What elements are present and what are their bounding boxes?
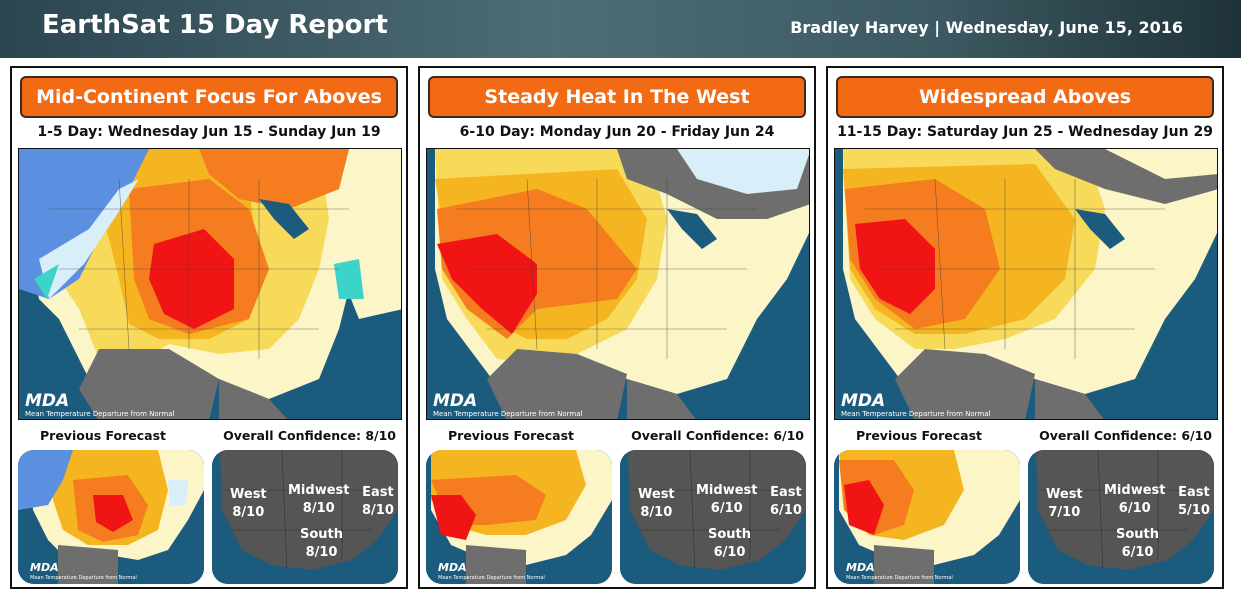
panel-headline: Steady Heat In The West (428, 76, 806, 118)
mda-logo-small: MDA (846, 561, 875, 574)
panel-date-range: 11-15 Day: Saturday Jun 25 - Wednesday J… (837, 124, 1213, 140)
overall-confidence-label: Overall Confidence: 6/10 (1039, 428, 1212, 443)
map-legend-caption: Mean Temperature Departure from Normal (433, 410, 583, 418)
forecast-panel-11-15-day: Widespread Aboves 11-15 Day: Saturday Ju… (826, 66, 1224, 589)
region-south: South 8/10 (300, 527, 344, 560)
region-east: East 6/10 (770, 485, 802, 518)
temperature-anomaly-map[interactable]: MDA Mean Temperature Departure from Norm… (18, 148, 402, 420)
forecast-panel-1-5-day: Mid-Continent Focus For Aboves 1-5 Day: … (10, 66, 408, 589)
overall-confidence-label: Overall Confidence: 8/10 (223, 428, 396, 443)
region-map-graphic (620, 450, 806, 584)
region-midwest: Midwest 6/10 (1104, 483, 1166, 516)
temperature-anomaly-map[interactable]: MDA Mean Temperature Departure from Norm… (834, 148, 1218, 420)
map-legend-caption: Mean Temperature Departure from Normal (841, 410, 991, 418)
map-graphic (835, 149, 1217, 419)
region-south: South 6/10 (1116, 527, 1160, 560)
region-south: South 6/10 (708, 527, 752, 560)
region-west: West 8/10 (230, 487, 267, 520)
region-east: East 8/10 (362, 485, 394, 518)
forecast-panel-6-10-day: Steady Heat In The West 6-10 Day: Monday… (418, 66, 816, 589)
map-legend-caption: Mean Temperature Departure from Normal (25, 410, 175, 418)
previous-forecast-label: Previous Forecast (448, 428, 575, 443)
region-west: West 8/10 (638, 487, 675, 520)
map-legend-caption-small: Mean Temperature Departure from Normal (846, 575, 953, 581)
panel-date-range: 1-5 Day: Wednesday Jun 15 - Sunday Jun 1… (37, 124, 381, 140)
map-legend-caption-small: Mean Temperature Departure from Normal (438, 575, 545, 581)
mda-logo: MDA (841, 391, 886, 411)
previous-map-graphic (834, 450, 1020, 584)
report-header: EarthSat 15 Day Report Bradley Harvey | … (0, 0, 1241, 58)
mda-logo-small: MDA (438, 561, 467, 574)
panel-date-range: 6-10 Day: Monday Jun 20 - Friday Jun 24 (459, 124, 775, 140)
previous-forecast-map[interactable]: MDA Mean Temperature Departure from Norm… (18, 450, 204, 584)
previous-forecast-map[interactable]: MDA Mean Temperature Departure from Norm… (834, 450, 1020, 584)
panel-headline: Mid-Continent Focus For Aboves (20, 76, 398, 118)
previous-map-graphic (426, 450, 612, 584)
confidence-region-map[interactable]: West 7/10 Midwest 6/10 East 5/10 South 6/10 (1028, 450, 1214, 584)
temperature-anomaly-map[interactable]: MDA Mean Temperature Departure from Norm… (426, 148, 810, 420)
overall-confidence-label: Overall Confidence: 6/10 (631, 428, 804, 443)
mda-logo: MDA (433, 391, 478, 411)
map-graphic (19, 149, 401, 419)
previous-forecast-map[interactable]: MDA Mean Temperature Departure from Norm… (426, 450, 612, 584)
panel-headline: Widespread Aboves (836, 76, 1214, 118)
report-title: EarthSat 15 Day Report (42, 10, 388, 40)
region-west: West 7/10 (1046, 487, 1083, 520)
map-graphic (427, 149, 809, 419)
confidence-region-map[interactable]: West 8/10 Midwest 8/10 East 8/10 South 8/10 (212, 450, 398, 584)
previous-map-graphic (18, 450, 204, 584)
previous-forecast-label: Previous Forecast (40, 428, 167, 443)
report-byline: Bradley Harvey | Wednesday, June 15, 201… (790, 18, 1183, 37)
confidence-region-map[interactable]: West 8/10 Midwest 6/10 East 6/10 South 6/10 (620, 450, 806, 584)
region-map-graphic (1028, 450, 1214, 584)
region-midwest: Midwest 6/10 (696, 483, 758, 516)
map-legend-caption-small: Mean Temperature Departure from Normal (30, 575, 137, 581)
previous-forecast-label: Previous Forecast (856, 428, 983, 443)
mda-logo: MDA (25, 391, 70, 411)
mda-logo-small: MDA (30, 561, 59, 574)
region-midwest: Midwest 8/10 (288, 483, 350, 516)
region-map-graphic (212, 450, 398, 584)
region-east: East 5/10 (1178, 485, 1210, 518)
